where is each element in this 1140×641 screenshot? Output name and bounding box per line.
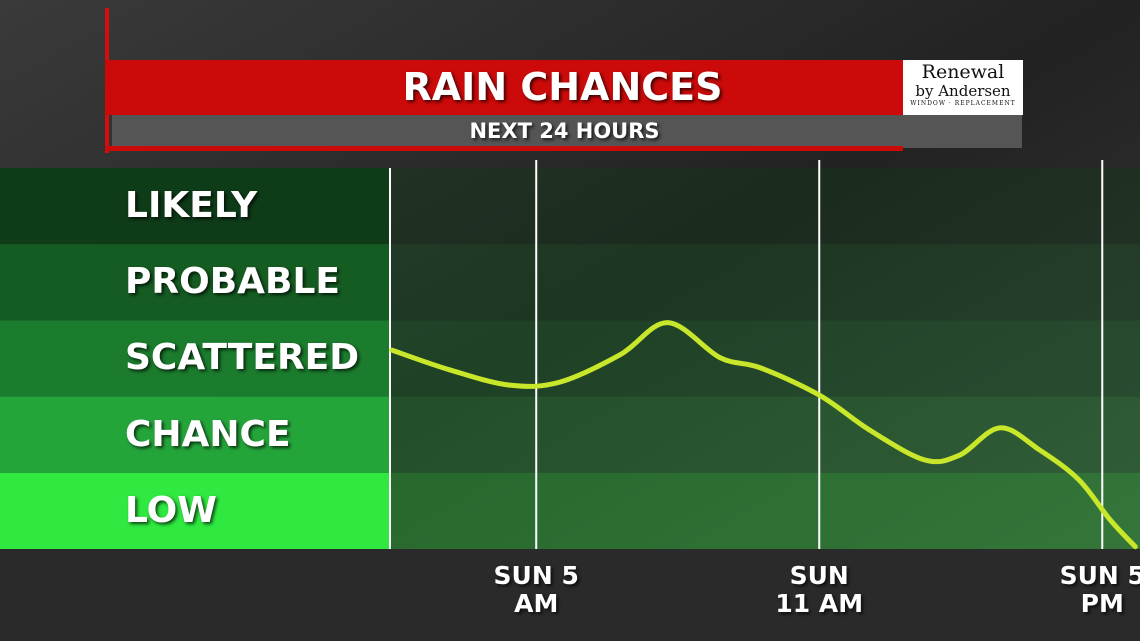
grid-band	[390, 472, 1140, 549]
sponsor: Renewal by Andersen WINDOW · REPLACEMENT	[903, 61, 1023, 109]
title-underline	[105, 146, 903, 151]
y-band	[0, 472, 390, 549]
title-bar	[105, 60, 903, 115]
x-tick-label: SUN 5 AM	[493, 561, 579, 618]
y-tick-label: PROBABLE	[125, 261, 340, 303]
x-tick-label: SUN 11 AM	[775, 561, 864, 618]
x-tick-label: SUN 5 PM	[1059, 561, 1140, 618]
y-band	[0, 396, 390, 473]
sponsor-name: Renewal	[921, 61, 1005, 83]
x-axis-bar	[0, 549, 1140, 641]
sponsor-tagline: WINDOW · REPLACEMENT	[910, 100, 1016, 107]
chart-subtitle: NEXT 24 HOURS	[469, 119, 660, 143]
y-band	[0, 320, 390, 397]
y-tick-label: CHANCE	[125, 413, 291, 455]
grid-band	[390, 168, 1140, 245]
grid-band	[390, 244, 1140, 321]
chart-title: RAIN CHANCES	[402, 65, 723, 109]
y-tick-label: LOW	[125, 489, 217, 531]
grid-band	[390, 396, 1140, 473]
y-tick-label: SCATTERED	[125, 337, 360, 379]
subtitle-bar	[112, 115, 1022, 148]
rain-line	[389, 320, 1138, 550]
y-tick-label: LIKELY	[125, 185, 258, 226]
y-band	[0, 168, 390, 245]
y-band	[0, 244, 390, 321]
sponsor-logo	[903, 60, 1023, 115]
sponsor-byline: by Andersen	[915, 82, 1011, 100]
